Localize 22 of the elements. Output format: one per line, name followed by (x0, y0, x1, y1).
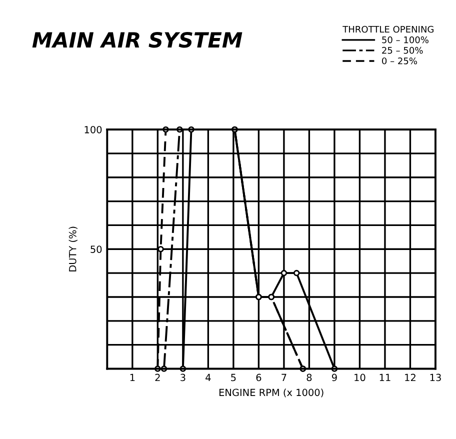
chart-title: MAIN AIR SYSTEM (32, 32, 242, 48)
x-tick-label: 8 (306, 374, 312, 382)
x-tick-label: 2 (155, 374, 160, 382)
x-tick-label: 13 (430, 374, 441, 382)
y-tick-label: 100 (84, 126, 102, 134)
x-tick-label: 10 (354, 374, 366, 382)
legend-label: 25 – 50% (382, 46, 423, 54)
x-tick-label: 4 (206, 374, 211, 382)
y-tick-label: 50 (90, 246, 102, 253)
x-tick-label: 5 (231, 374, 236, 382)
legend-label: 0 – 25% (382, 57, 417, 64)
x-tick-label: 7 (282, 374, 286, 382)
x-tick-label: 9 (332, 374, 337, 382)
x-tick-label: 12 (405, 374, 416, 382)
x-tick-label: 1 (130, 374, 135, 382)
x-tick-label: 11 (380, 374, 390, 382)
x-tick-label: 3 (180, 374, 186, 382)
legend-label: 50 – 100% (382, 36, 428, 44)
x-axis-title: ENGINE RPM (x 1000) (219, 388, 324, 398)
y-axis-title: DUTY (%) (68, 226, 78, 272)
x-tick-label: 6 (256, 374, 262, 382)
legend-title: THROTTLE OPENING (342, 26, 434, 33)
